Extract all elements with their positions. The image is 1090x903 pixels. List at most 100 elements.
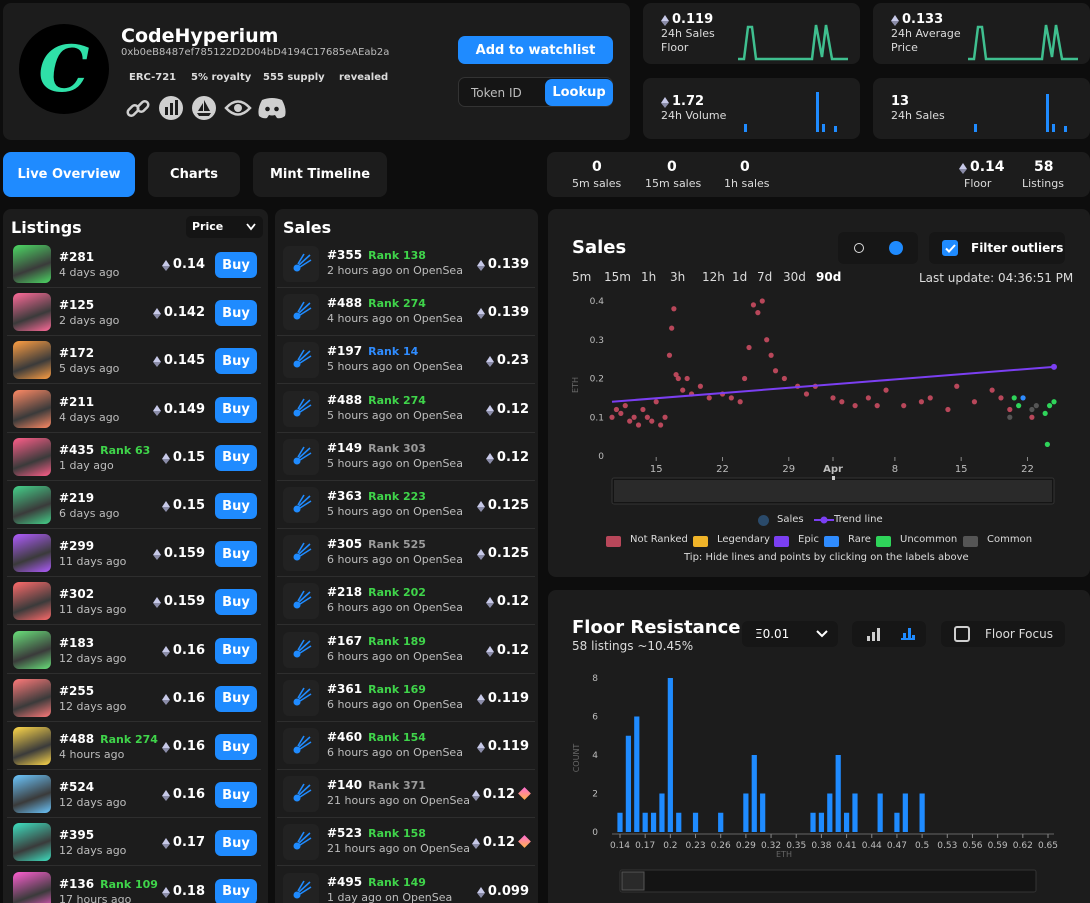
histogram-bar[interactable]: [902, 793, 908, 833]
listing-row[interactable]: #125 2 days ago 0.142 Buy: [7, 288, 261, 337]
discord-icon[interactable]: [257, 97, 287, 119]
sale-point[interactable]: [865, 395, 871, 401]
legend-swatch-rare[interactable]: [824, 536, 839, 547]
tab-mint-timeline[interactable]: Mint Timeline: [253, 152, 387, 197]
sale-point[interactable]: [883, 387, 889, 393]
avatar[interactable]: [13, 534, 51, 573]
range-navigator[interactable]: [619, 869, 1037, 893]
trend-line[interactable]: [611, 365, 1055, 403]
sale-point[interactable]: [653, 399, 659, 405]
sale-point[interactable]: [750, 302, 757, 308]
legend-swatch-legendary[interactable]: [693, 536, 708, 547]
listing-row[interactable]: #435 Rank 63 1 day ago 0.15 Buy: [7, 433, 261, 481]
token-id[interactable]: #395: [59, 828, 95, 843]
sale-point[interactable]: [971, 399, 978, 405]
sale-row[interactable]: #140 Rank 371 21 hours ago on OpenSea 0.12: [277, 770, 535, 819]
legend-label-rare[interactable]: Rare: [848, 534, 871, 545]
sale-point[interactable]: [627, 418, 633, 424]
avatar[interactable]: [13, 823, 51, 862]
histogram-bar[interactable]: [894, 812, 900, 832]
token-id[interactable]: #302: [59, 587, 95, 602]
buy-button[interactable]: Buy: [215, 252, 257, 278]
token-id[interactable]: #460 Rank 154: [327, 730, 426, 744]
legend-sales-dot[interactable]: [758, 515, 769, 526]
sale-point[interactable]: [839, 399, 845, 405]
avatar[interactable]: [13, 727, 51, 765]
sale-point[interactable]: [742, 375, 748, 382]
toggle-off-dot[interactable]: [854, 243, 864, 253]
avatar[interactable]: [13, 437, 51, 476]
range-navigator-window[interactable]: [614, 480, 1052, 502]
range-7d[interactable]: 7d: [757, 270, 773, 284]
sale-row[interactable]: #488 Rank 274 4 hours ago on OpenSea 0.139: [277, 288, 535, 337]
token-id[interactable]: #299: [59, 539, 95, 554]
sale-point[interactable]: [918, 399, 924, 405]
legend-swatch-common[interactable]: [963, 536, 978, 547]
sale-point[interactable]: [1029, 406, 1035, 413]
range-90d[interactable]: 90d: [816, 270, 842, 284]
eye-icon[interactable]: [224, 97, 252, 119]
sale-point[interactable]: [759, 298, 765, 304]
sale-point[interactable]: [764, 337, 770, 343]
buy-button[interactable]: Buy: [215, 541, 257, 568]
range-1h[interactable]: 1h: [641, 270, 657, 284]
token-id[interactable]: #140 Rank 371: [327, 778, 426, 793]
sale-point[interactable]: [737, 399, 743, 405]
token-id[interactable]: #172: [59, 346, 95, 361]
sale-point[interactable]: [1051, 399, 1057, 405]
token-id[interactable]: #355 Rank 138: [327, 248, 426, 262]
sale-point[interactable]: [631, 414, 637, 420]
sale-point[interactable]: [1007, 406, 1013, 413]
token-id[interactable]: #255: [59, 683, 95, 698]
histogram-bar[interactable]: [877, 793, 883, 833]
token-id[interactable]: #183: [59, 635, 95, 650]
legend-trend-label[interactable]: Trend line: [834, 514, 883, 525]
sale-row[interactable]: #167 Rank 189 6 hours ago on OpenSea 0.12: [277, 626, 535, 674]
sale-point[interactable]: [803, 391, 810, 397]
token-id-input[interactable]: Token ID: [471, 86, 522, 100]
legend-sales-label[interactable]: Sales: [777, 514, 804, 525]
listing-row[interactable]: #136 Rank 109 17 hours ago 0.18 Buy: [7, 867, 261, 903]
checkbox-unchecked-icon[interactable]: [954, 626, 970, 642]
avatar[interactable]: [13, 678, 51, 717]
sale-point[interactable]: [662, 414, 668, 420]
legend-trend-line-icon[interactable]: [814, 515, 834, 525]
sale-row[interactable]: #361 Rank 169 6 hours ago on OpenSea 0.119: [277, 674, 535, 722]
histogram-bar[interactable]: [634, 716, 640, 833]
sale-point[interactable]: [1033, 403, 1039, 409]
sale-point[interactable]: [830, 395, 836, 401]
range-navigator-window[interactable]: [621, 871, 645, 891]
bar-chart-active-icon[interactable]: [900, 626, 916, 642]
histogram-bar[interactable]: [625, 735, 631, 832]
sale-point[interactable]: [675, 375, 681, 382]
sale-point[interactable]: [613, 406, 620, 413]
token-id[interactable]: #219: [59, 491, 95, 505]
buy-button[interactable]: Buy: [215, 637, 257, 664]
sale-point[interactable]: [781, 375, 787, 382]
legend-label-common[interactable]: Common: [987, 534, 1033, 545]
sale-row[interactable]: #460 Rank 154 6 hours ago on OpenSea 0.119: [277, 722, 535, 770]
sale-point[interactable]: [622, 403, 628, 409]
step-select[interactable]: Ξ0.01: [742, 621, 838, 647]
listing-row[interactable]: #183 12 days ago 0.16 Buy: [7, 626, 261, 674]
sale-row[interactable]: #363 Rank 223 5 hours ago on OpenSea 0.125: [277, 481, 535, 529]
sale-row[interactable]: #149 Rank 303 5 hours ago on OpenSea 0.12: [277, 433, 535, 481]
histogram-bar[interactable]: [692, 812, 699, 832]
sale-point[interactable]: [1020, 395, 1026, 401]
sale-point[interactable]: [640, 406, 646, 413]
listing-row[interactable]: #488 Rank 274 4 hours ago 0.16 Buy: [7, 722, 261, 770]
listing-row[interactable]: #219 6 days ago 0.15 Buy: [7, 481, 261, 529]
range-5m[interactable]: 5m: [572, 270, 592, 284]
histogram-bar[interactable]: [919, 793, 925, 833]
sales-scatter-chart[interactable]: 0.4 0.3 0.2 0.1 0 ETH 15 22 29 Apr 8 15 22: [572, 293, 1072, 511]
histogram-bar[interactable]: [760, 793, 766, 833]
listing-row[interactable]: #524 12 days ago 0.16 Buy: [7, 770, 261, 819]
histogram-bar[interactable]: [818, 812, 825, 832]
buy-button[interactable]: Buy: [215, 493, 257, 519]
histogram-bar[interactable]: [751, 755, 757, 832]
sale-point[interactable]: [772, 368, 779, 374]
sale-point[interactable]: [1007, 414, 1013, 420]
add-to-watchlist-button[interactable]: Add to watchlist: [458, 36, 613, 64]
sale-point[interactable]: [945, 406, 951, 413]
range-1d[interactable]: 1d: [732, 270, 748, 284]
